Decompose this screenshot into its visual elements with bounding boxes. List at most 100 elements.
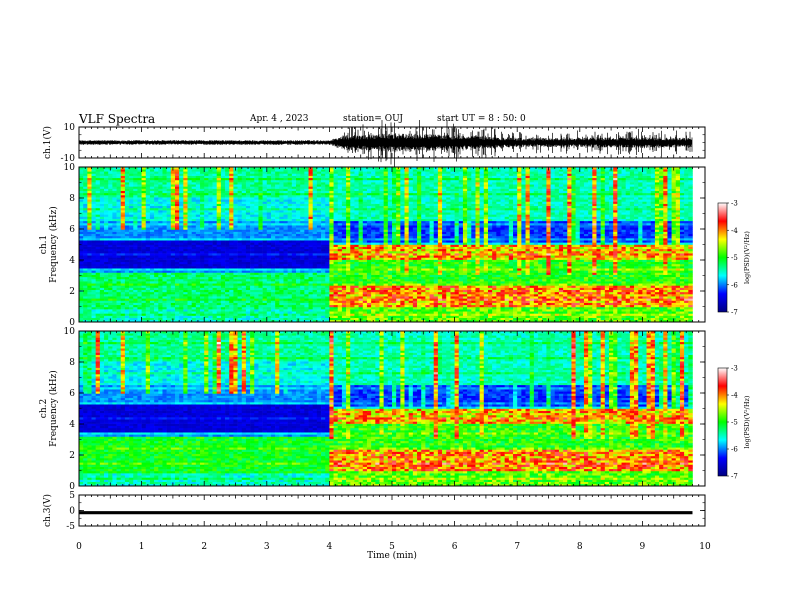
spectrogram-cell [287,270,293,273]
spectrogram-cell [241,197,247,200]
spectrogram-cell [124,192,130,196]
spectrogram-cell [99,274,105,278]
ch1-ylabel: ch.1(V) [42,126,53,159]
spectrogram-cell [91,289,96,293]
spectrogram-cell [270,177,276,181]
spectrogram-cell [300,222,305,226]
spectrogram-cell [291,229,297,232]
spectrogram-cell [129,227,134,230]
spectrogram-cell [350,319,355,323]
spectrogram-cell [312,199,318,202]
spectrogram-cell [183,257,188,260]
spectrogram-cell [250,197,255,200]
spectrogram-cell [279,240,284,243]
spectrogram-cell [325,220,330,224]
spectrogram-cell [266,188,272,191]
spectrogram-cell [300,182,305,185]
spectrogram-cell [83,173,88,176]
spectrogram-cell [170,184,176,187]
spectrogram-cell [225,225,230,228]
spectrogram-cell [129,302,134,306]
spectrogram-cell [141,300,147,303]
spectrogram-cell [329,257,334,260]
spectrogram-cell [241,184,247,187]
spectrogram-cell [350,225,355,228]
spectrogram-cell [79,235,84,239]
spectrogram-cell [321,222,326,226]
spectrogram-cell [308,216,313,219]
spectrogram-cell [245,190,251,194]
spectrogram-cell [225,246,230,250]
spectrogram-cell [220,302,226,306]
spectrogram-cell [183,274,188,278]
spectrogram-cell [204,259,209,263]
spectrogram-cell [179,317,184,321]
spectrogram-cell [300,291,305,295]
spectrogram-cell [245,225,251,228]
spectrogram-cell [354,309,359,312]
spectrogram-cell [200,283,205,286]
spectrogram-cell [141,309,147,312]
spectrogram-cell [270,173,276,176]
spectrogram-cell [145,171,151,174]
spectrogram-cell [166,184,172,187]
spectrogram-cell [300,194,305,198]
spectrogram-cell [300,225,305,228]
spectrogram-cell [312,274,318,278]
spectrogram-cell [291,281,297,284]
spectrogram-cell [275,306,280,310]
spectrogram-cell [262,244,268,247]
spectrogram-cell [304,315,309,318]
spectrogram-cell [300,281,305,284]
spectrogram-cell [137,220,142,224]
spectrogram-cell [120,311,126,314]
spectrogram-cell [262,192,268,196]
spectrogram-cell [83,306,88,310]
spectrogram-cell [316,268,322,271]
spectrogram-cell [154,233,159,237]
spectrogram-cell [341,300,347,303]
spectrogram-cell [170,233,176,237]
spectrogram-cell [325,207,330,211]
spectrogram-cell [287,287,293,291]
spectrogram-cell [208,304,213,308]
spectrogram-cell [312,167,318,170]
spectrogram-cell [104,313,109,316]
spectrogram-cell [237,227,243,230]
spectrogram-cell [204,298,209,301]
spectrogram-cell [200,309,205,312]
spectrogram-cell [183,177,188,181]
spectrogram-cell [337,242,343,245]
spectrogram-cell [254,188,259,191]
spectrogram-cell [179,259,184,263]
spectrogram-cell [304,192,309,196]
spectrogram-cell [200,182,205,185]
spectrogram-cell [158,197,163,200]
spectrogram-cell [187,259,192,263]
spectrogram-cell [233,235,238,239]
spectrogram-cell [245,177,251,181]
spectrogram-cell [283,309,288,312]
spectrogram-cell [354,306,359,310]
spectrogram-cell [162,259,167,263]
spectrogram-cell [216,300,222,303]
spectrogram-cell [300,188,305,191]
spectrogram-cell [275,201,280,204]
spectrogram-cell [195,207,201,211]
spectrogram-cell [170,235,176,239]
spectrogram-cell [95,229,101,232]
spectrogram-cell [204,205,209,209]
spectrogram-cell [179,253,184,256]
spectrogram-cell [333,177,339,181]
spectrogram-cell [250,233,255,237]
spectrogram-cell [204,276,209,280]
spectrogram-cell [312,201,318,204]
spectrogram-cell [145,261,151,265]
spectrogram-cell [200,173,205,176]
spectrogram-cell [104,250,109,254]
spectrogram-cell [237,190,243,194]
spectrogram-cell [321,276,326,280]
spectrogram-cell [112,240,117,243]
spectrogram-cell [283,257,288,260]
spectrogram-cell [321,194,326,198]
